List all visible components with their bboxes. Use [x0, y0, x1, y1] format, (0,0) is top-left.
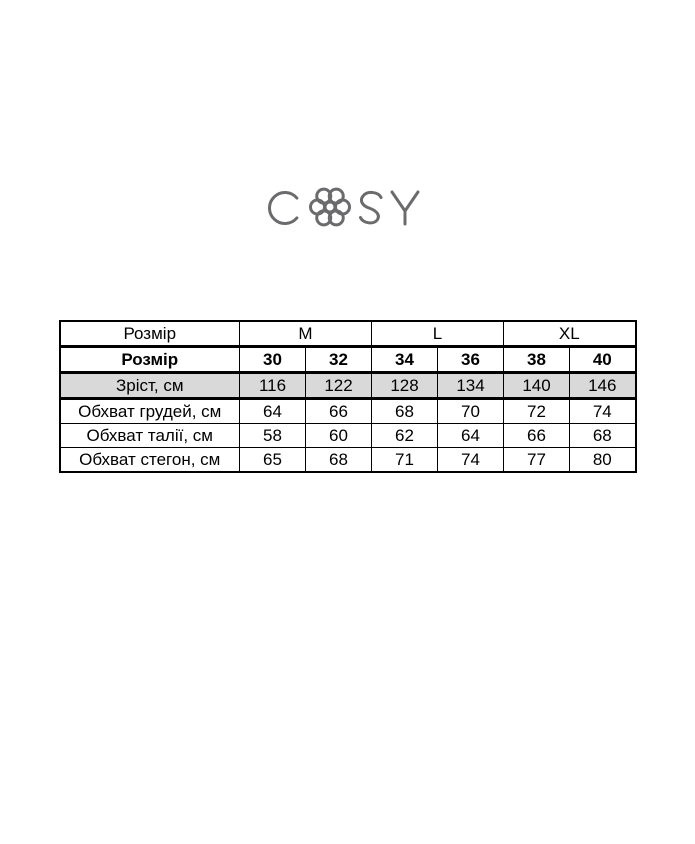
table-cell: 68 — [569, 423, 637, 448]
table-cell: 71 — [371, 447, 439, 473]
row-label: Обхват стегон, см — [59, 447, 240, 473]
table-cell: 77 — [503, 447, 571, 473]
table-cell: 80 — [569, 447, 637, 473]
table-cell: 60 — [304, 423, 373, 448]
brand-logo — [0, 0, 695, 234]
table-cell: 146 — [569, 372, 637, 400]
table-row-hips: Обхват стегон, см 65 68 71 74 77 80 — [59, 447, 637, 473]
table-cell: 66 — [503, 423, 571, 448]
table-cell: 58 — [239, 423, 306, 448]
table-cell: 38 — [503, 346, 571, 374]
table-cell: 74 — [437, 447, 505, 473]
table-cell: 64 — [437, 423, 505, 448]
table-cell: 128 — [371, 372, 439, 400]
size-chart: Розмір M L XL Розмір 30 32 34 36 38 40 З… — [58, 320, 637, 473]
table-row-height: Зріст, см 116 122 128 134 140 146 — [59, 372, 637, 400]
size-table: Розмір M L XL Розмір 30 32 34 36 38 40 З… — [58, 320, 637, 473]
table-cell: 32 — [304, 346, 373, 374]
header-label-cell: Розмір — [59, 320, 240, 348]
table-cell: 72 — [503, 398, 571, 424]
table-row-waist: Обхват талії, см 58 60 62 64 66 68 — [59, 423, 637, 448]
table-cell: 74 — [569, 398, 637, 424]
table-cell: 68 — [304, 447, 373, 473]
table-row-group-header: Розмір M L XL — [59, 320, 637, 348]
table-cell: 65 — [239, 447, 306, 473]
table-cell: 140 — [503, 372, 571, 400]
logo-letter-c — [267, 191, 298, 225]
row-label: Обхват талії, см — [59, 423, 240, 448]
row-label: Розмір — [59, 346, 240, 374]
row-label: Зріст, см — [59, 372, 240, 400]
table-cell: 134 — [437, 372, 505, 400]
table-cell: 64 — [239, 398, 306, 424]
row-label: Обхват грудей, см — [59, 398, 240, 424]
group-cell-xl: XL — [503, 320, 637, 348]
table-cell: 40 — [569, 346, 637, 374]
cosy-logo-icon — [267, 187, 419, 227]
table-cell: 70 — [437, 398, 505, 424]
logo-letter-s — [358, 190, 382, 225]
group-cell-m: M — [238, 320, 373, 348]
table-cell: 122 — [304, 372, 373, 400]
table-cell: 62 — [371, 423, 439, 448]
group-cell-l: L — [371, 320, 505, 348]
table-cell: 36 — [437, 346, 505, 374]
logo-letter-y — [390, 190, 419, 226]
table-cell: 66 — [304, 398, 373, 424]
table-cell: 116 — [239, 372, 306, 400]
table-row-chest: Обхват грудей, см 64 66 68 70 72 74 — [59, 398, 637, 424]
table-cell: 34 — [371, 346, 439, 374]
table-cell: 68 — [371, 398, 439, 424]
table-cell: 30 — [239, 346, 306, 374]
table-row-sizes: Розмір 30 32 34 36 38 40 — [59, 346, 637, 374]
flower-icon — [308, 187, 351, 227]
